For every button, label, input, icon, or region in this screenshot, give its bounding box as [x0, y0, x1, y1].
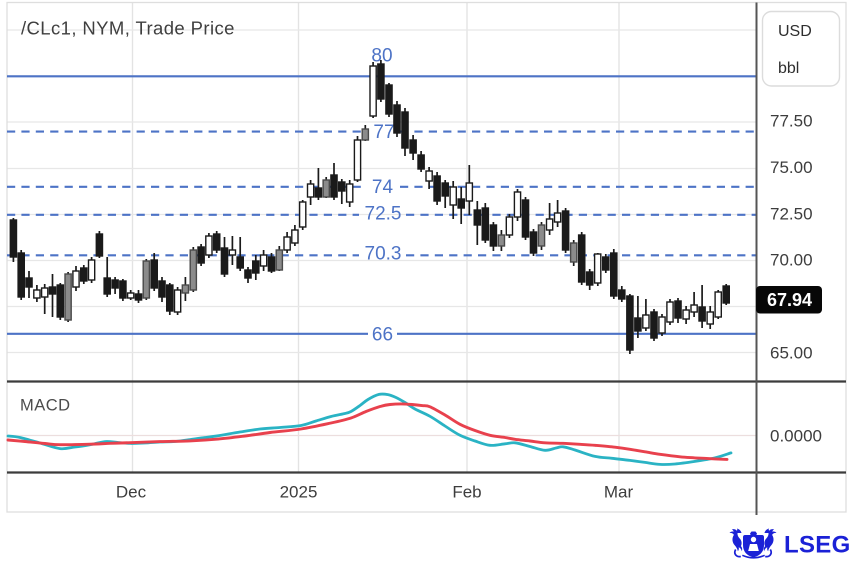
svg-text:75.00: 75.00 [770, 158, 813, 177]
svg-text:Dec: Dec [116, 483, 147, 502]
svg-text:Feb: Feb [452, 483, 481, 502]
svg-text:77: 77 [373, 122, 394, 143]
svg-text:67.94: 67.94 [767, 290, 812, 310]
svg-text:/CLc1, NYM, Trade Price: /CLc1, NYM, Trade Price [21, 18, 235, 39]
svg-text:77.50: 77.50 [770, 112, 813, 131]
svg-text:70.3: 70.3 [365, 244, 402, 265]
svg-text:0.0000: 0.0000 [770, 427, 822, 446]
svg-text:72.50: 72.50 [770, 205, 813, 224]
svg-text:80: 80 [371, 46, 392, 67]
svg-text:LSEG: LSEG [784, 532, 851, 559]
svg-text:72.5: 72.5 [365, 203, 402, 224]
svg-text:Mar: Mar [604, 483, 634, 502]
svg-text:65.00: 65.00 [770, 344, 813, 363]
svg-text:70.00: 70.00 [770, 251, 813, 270]
svg-text:74: 74 [372, 177, 394, 198]
svg-text:bbl: bbl [778, 60, 799, 77]
svg-text:2025: 2025 [280, 483, 318, 502]
svg-text:66: 66 [372, 324, 393, 345]
svg-text:USD: USD [778, 23, 812, 40]
svg-text:MACD: MACD [20, 397, 71, 415]
